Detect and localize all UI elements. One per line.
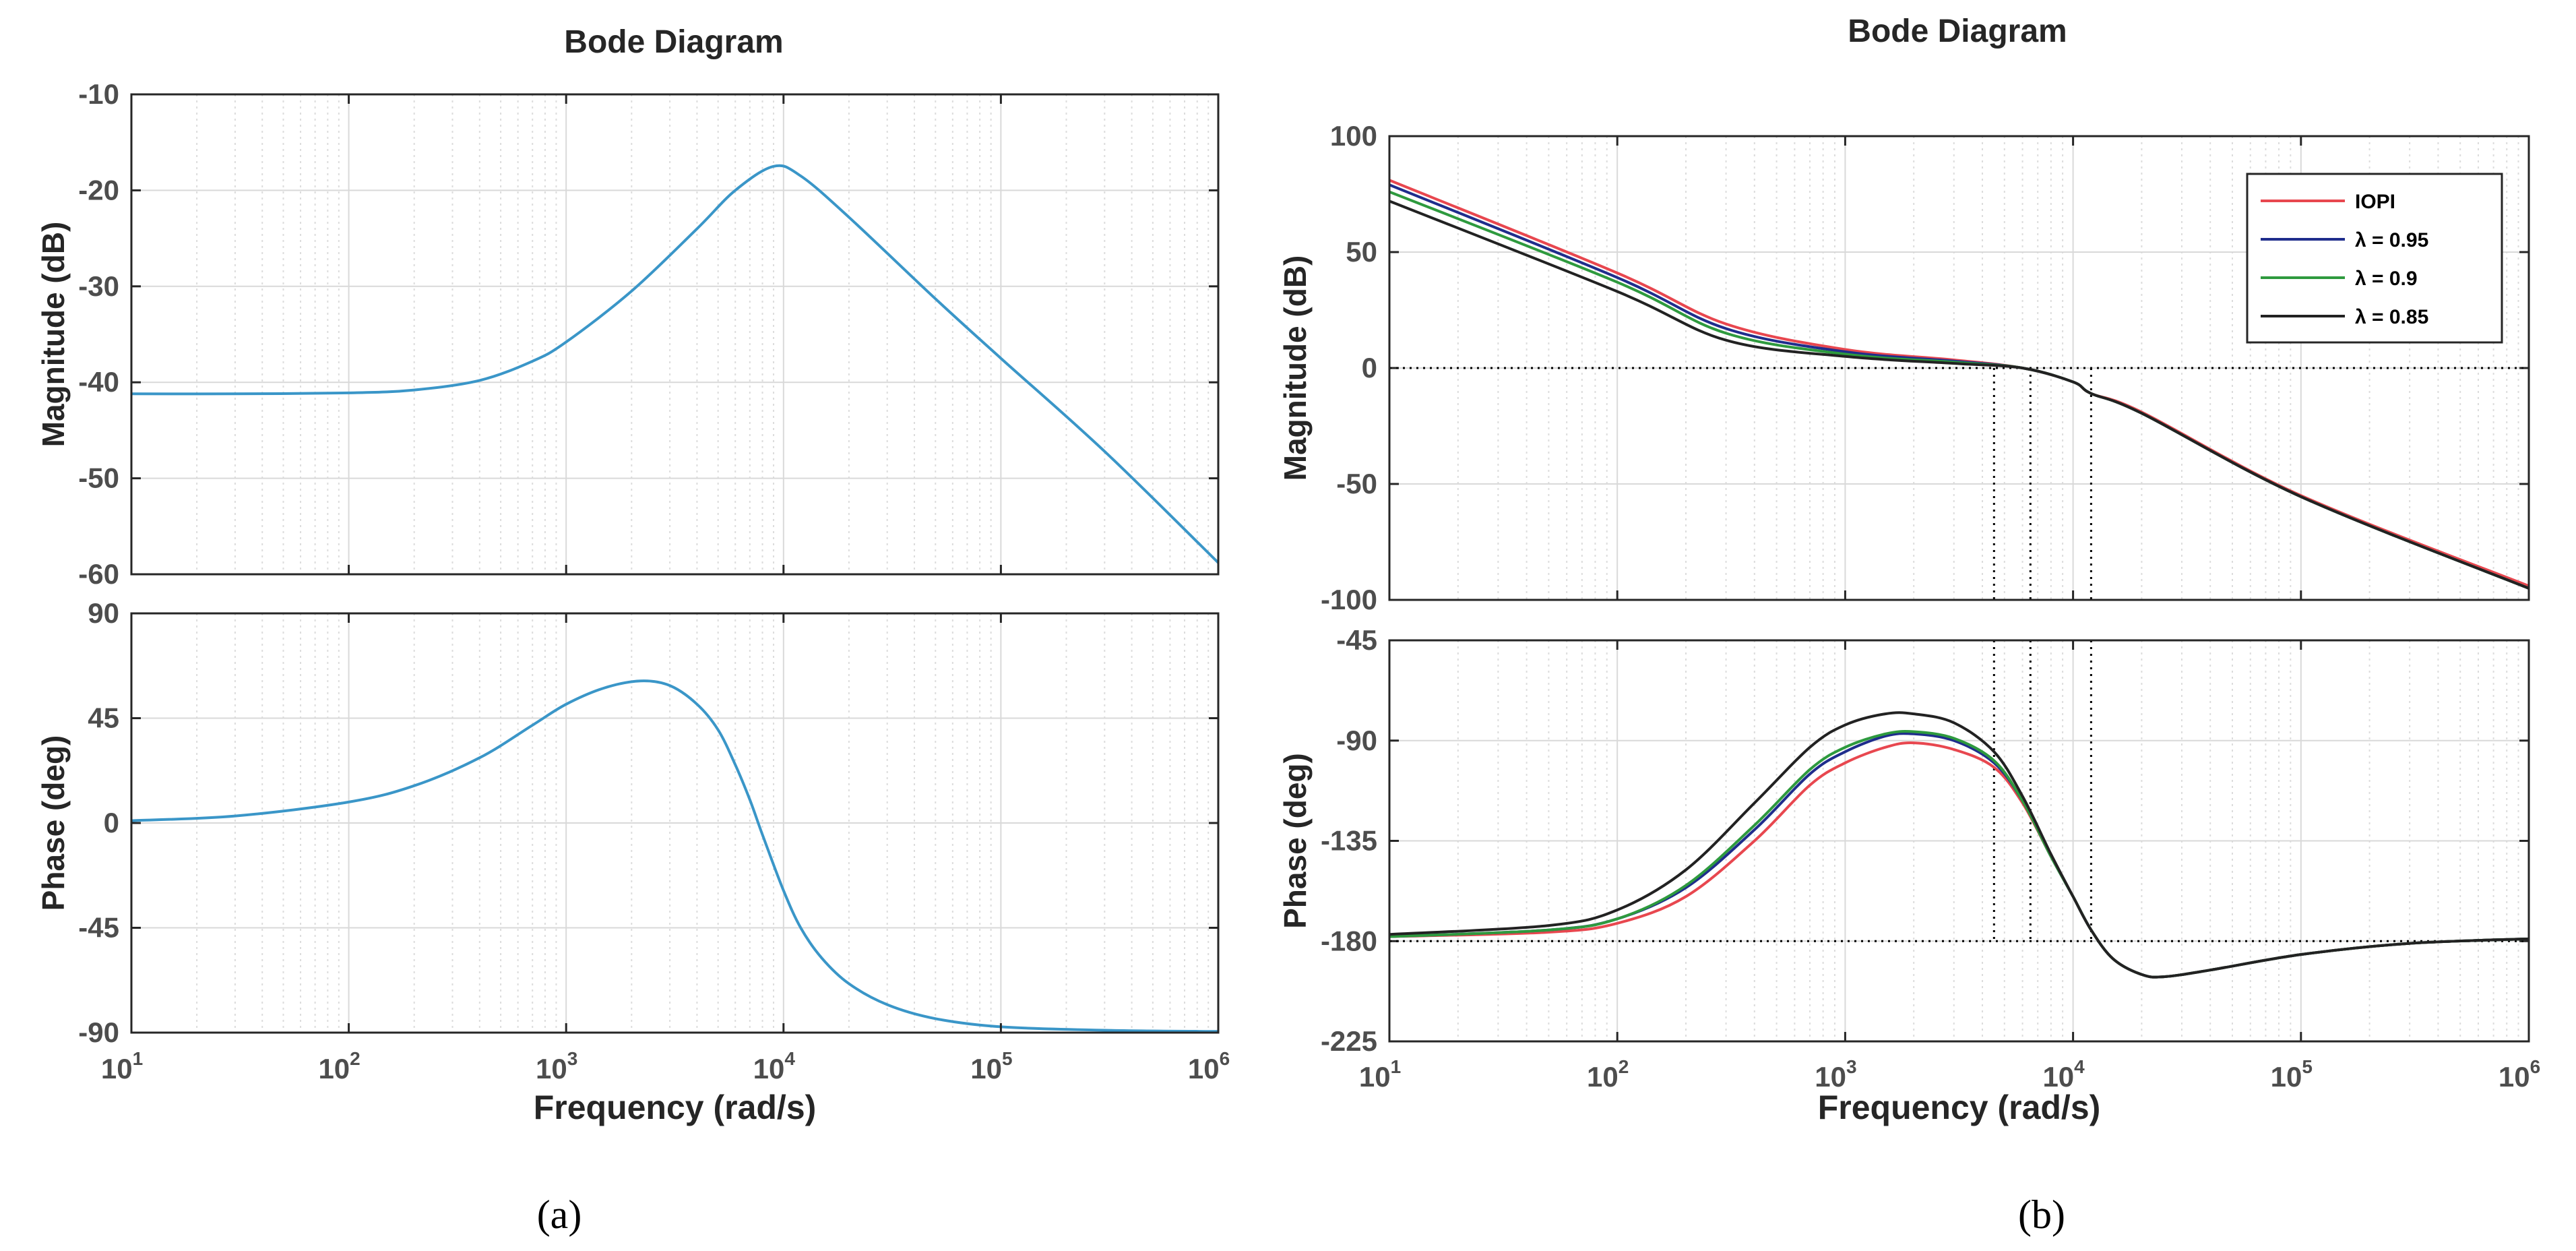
plot-frame <box>1388 639 2530 1043</box>
x-tick-label: 103 <box>536 1048 577 1085</box>
y-axis-label: Magnitude (dB) <box>1278 255 1313 481</box>
y-tick-label: -60 <box>78 558 119 590</box>
y-tick-label: -45 <box>1336 624 1377 656</box>
y-axis-label: Phase (deg) <box>1278 753 1313 929</box>
subplot-phase: -45 -90 -135 -180 -225 Phase (deg) <box>1278 624 2530 1057</box>
y-tick-label: -135 <box>1321 825 1377 857</box>
x-tick-label: 105 <box>2271 1056 2313 1093</box>
y-tick-label: -50 <box>78 462 119 494</box>
panel-b: Bode Diagram 100 50 0 -50 -100 Magnitude (dB) -… <box>1278 13 2540 1237</box>
y-tick-label: -10 <box>78 78 119 110</box>
x-tick-label: 102 <box>318 1048 360 1085</box>
x-tick-label: 104 <box>2042 1056 2085 1093</box>
y-tick-label: 0 <box>104 807 119 838</box>
series-line--0-85 <box>1389 200 2529 590</box>
x-axis-label: Frequency (rad/s) <box>534 1089 817 1126</box>
x-tick-label: 101 <box>1359 1056 1401 1093</box>
y-tick-label: -45 <box>78 912 119 944</box>
panel-a: Bode Diagram -10 -20 -30 -40 -50 -60 Magnitude … <box>36 24 1230 1237</box>
x-tick-label: 102 <box>1587 1056 1629 1093</box>
subplot-phase: 90 45 0 -45 -90 Phase (deg) <box>36 597 1220 1048</box>
x-tick-label: 105 <box>970 1048 1012 1085</box>
plot-frame <box>130 612 1220 1034</box>
y-axis-label: Magnitude (dB) <box>36 222 71 448</box>
y-axis-label: Phase (deg) <box>36 735 71 911</box>
series-line-response <box>131 679 1218 1033</box>
chart-title: Bode Diagram <box>564 24 783 60</box>
y-tick-label: 0 <box>1362 352 1377 384</box>
y-tick-label: -225 <box>1321 1025 1377 1057</box>
legend-label: λ = 0.95 <box>2355 229 2428 251</box>
y-tick-label: -40 <box>78 366 119 398</box>
y-tick-label: 100 <box>1330 120 1377 152</box>
series-line--0-85 <box>1389 711 2529 979</box>
x-tick-label: 104 <box>753 1048 796 1085</box>
y-tick-label: -30 <box>78 270 119 302</box>
x-axis-label: Frequency (rad/s) <box>1818 1089 2101 1126</box>
subplot-magnitude: -10 -20 -30 -40 -50 -60 Magnitude (dB) <box>36 78 1220 590</box>
x-tick-label: 101 <box>101 1048 143 1085</box>
y-tick-label: -50 <box>1336 468 1377 499</box>
x-tick-label: 106 <box>2499 1056 2540 1093</box>
y-tick-label: -20 <box>78 174 119 206</box>
y-tick-label: -90 <box>1336 725 1377 756</box>
y-tick-label: -100 <box>1321 584 1377 615</box>
panel-caption: (b) <box>2018 1192 2065 1237</box>
plot-area <box>131 94 1218 574</box>
legend-label: λ = 0.9 <box>2355 268 2418 290</box>
legend-label: λ = 0.85 <box>2355 306 2428 328</box>
plot-frame <box>1388 135 2530 601</box>
y-tick-label: -90 <box>78 1016 119 1048</box>
x-tick-label: 106 <box>1188 1048 1230 1085</box>
y-tick-label: 90 <box>88 597 119 629</box>
y-tick-label: 45 <box>88 702 119 734</box>
y-tick-label: -180 <box>1321 925 1377 956</box>
series-line-response <box>131 164 1218 564</box>
legend-label: IOPI <box>2355 191 2395 213</box>
panel-caption: (a) <box>537 1192 582 1237</box>
x-tick-label: 103 <box>1815 1056 1856 1093</box>
legend: IOPI λ = 0.95 λ = 0.9 λ = 0.85 <box>2246 173 2503 344</box>
y-tick-label: 50 <box>1346 236 1377 268</box>
chart-title: Bode Diagram <box>1848 13 2067 49</box>
plot-frame <box>130 93 1220 576</box>
